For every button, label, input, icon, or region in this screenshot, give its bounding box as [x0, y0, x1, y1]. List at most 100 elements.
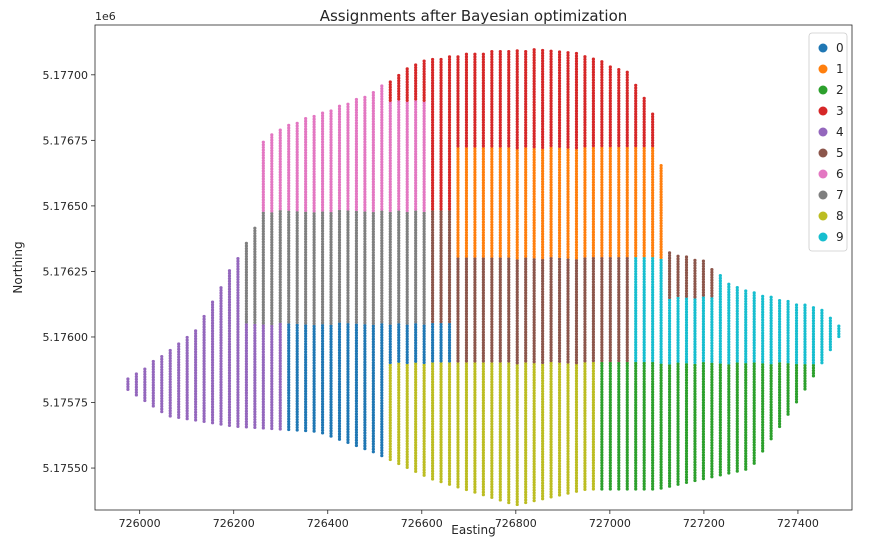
scatter-point: [270, 251, 274, 255]
scatter-point: [219, 422, 223, 426]
scatter-point: [261, 292, 265, 296]
scatter-point: [210, 308, 215, 312]
scatter-point: [278, 306, 282, 310]
scatter-point: [278, 225, 282, 229]
scatter-point: [160, 389, 164, 393]
scatter-point: [210, 376, 215, 380]
scatter-point: [227, 413, 232, 417]
scatter-point: [287, 257, 291, 261]
scatter-point: [287, 375, 291, 379]
scatter-point: [143, 367, 147, 371]
scatter-point: [270, 175, 274, 179]
scatter-point: [261, 402, 265, 406]
scatter-point: [295, 344, 299, 348]
scatter-point: [278, 249, 282, 253]
scatter-point: [261, 208, 265, 212]
scatter-point: [278, 159, 282, 164]
scatter-point: [210, 402, 215, 406]
scatter-point: [261, 145, 265, 150]
scatter-point: [261, 221, 265, 226]
scatter-point: [227, 279, 232, 283]
scatter-point: [295, 365, 299, 369]
scatter-point: [194, 392, 198, 396]
scatter-point: [253, 271, 257, 275]
scatter-point: [261, 151, 265, 155]
scatter-point: [253, 389, 257, 393]
scatter-point: [261, 397, 265, 401]
scatter-point: [236, 385, 240, 389]
scatter-point: [287, 338, 291, 342]
scatter-point: [278, 419, 282, 423]
scatter-point: [202, 385, 206, 389]
scatter-point: [278, 194, 282, 198]
scatter-point: [261, 248, 265, 252]
scatter-point: [261, 358, 265, 362]
scatter-point: [194, 405, 198, 409]
scatter-point: [143, 391, 147, 395]
scatter-point: [194, 368, 198, 372]
scatter-point: [287, 134, 291, 138]
scatter-point: [219, 294, 223, 298]
scatter-point: [236, 419, 240, 423]
scatter-point: [287, 351, 291, 356]
scatter-point: [295, 404, 299, 409]
scatter-point: [219, 291, 223, 295]
scatter-point: [253, 341, 257, 346]
scatter-point: [270, 424, 274, 428]
scatter-point: [261, 193, 265, 197]
scatter-point: [295, 428, 299, 432]
scatter-point: [270, 143, 274, 147]
scatter-point: [168, 354, 172, 358]
scatter-point: [278, 414, 282, 418]
scatter-point: [278, 201, 282, 206]
scatter-point: [287, 163, 291, 167]
scatter-point: [177, 347, 181, 351]
scatter-point: [287, 129, 291, 133]
scatter-point: [447, 55, 452, 59]
scatter-point: [287, 160, 291, 164]
scatter-point: [278, 154, 282, 158]
scatter-point: [185, 354, 189, 358]
scatter-point: [177, 358, 181, 362]
scatter-point: [287, 262, 291, 266]
scatter-point: [261, 368, 265, 372]
scatter-point: [160, 383, 164, 387]
scatter-point: [236, 306, 240, 310]
scatter-point: [270, 387, 274, 391]
scatter-point: [236, 338, 240, 342]
scatter-point: [244, 367, 248, 371]
scatter-point: [202, 383, 206, 387]
scatter-point: [177, 392, 181, 396]
scatter-point: [287, 383, 291, 387]
scatter-point: [278, 183, 282, 187]
scatter-point: [177, 373, 181, 377]
scatter-point: [210, 321, 215, 325]
scatter-point: [253, 250, 257, 254]
scatter-point: [278, 199, 282, 203]
scatter-point: [270, 227, 274, 231]
scatter-point: [278, 340, 282, 345]
scatter-point: [236, 325, 240, 329]
scatter-point: [346, 102, 350, 106]
scatter-point: [253, 318, 257, 322]
scatter-point: [236, 359, 240, 363]
scatter-point: [244, 354, 248, 358]
scatter-point: [287, 378, 291, 382]
scatter-point: [168, 382, 172, 387]
scatter-point: [270, 377, 274, 381]
scatter-point: [185, 383, 189, 387]
scatter-point: [270, 311, 274, 315]
scatter-point: [253, 355, 257, 359]
scatter-point: [227, 277, 232, 281]
scatter-point: [287, 147, 291, 151]
scatter-point: [295, 415, 299, 419]
scatter-point: [236, 409, 240, 413]
scatter-point: [244, 380, 248, 384]
scatter-point: [295, 378, 299, 382]
scatter-point: [253, 307, 257, 312]
scatter-point: [168, 406, 172, 410]
scatter-point: [278, 188, 282, 193]
scatter-point: [287, 294, 291, 298]
scatter-point: [253, 344, 257, 348]
scatter-point: [363, 95, 367, 99]
